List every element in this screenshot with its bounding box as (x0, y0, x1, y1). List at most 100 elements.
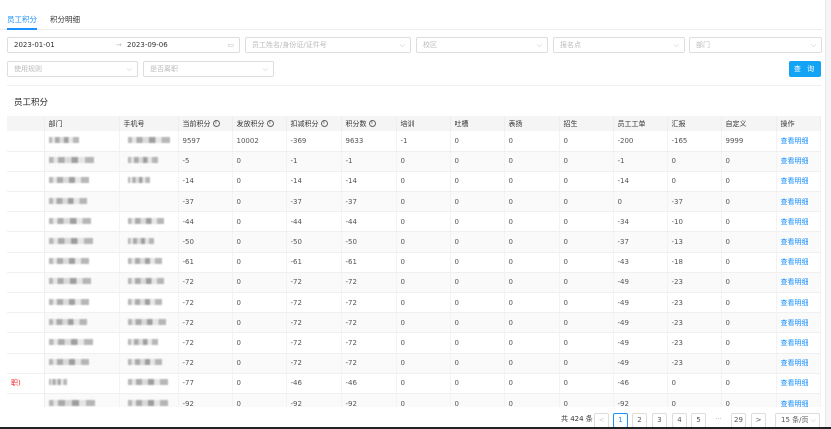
department-select[interactable]: 部门 ⌵ (689, 37, 822, 53)
value-cell: -37 (667, 191, 722, 213)
value-cell: -72 (341, 332, 397, 354)
view-detail-link[interactable]: 查看明细 (780, 338, 809, 347)
redacted-text (48, 399, 95, 406)
phone-cell-redacted (119, 373, 179, 394)
view-detail-link[interactable]: 查看明细 (780, 278, 809, 287)
chevron-down-icon: ⌵ (810, 41, 816, 49)
value-cell: 0 (450, 332, 505, 354)
phone-cell-redacted (119, 171, 179, 193)
table-header: 部门 手机号 当前积分 i 发放积分 i 扣减积分 i 积分数 i 培训 吐槽 表扬 招生 员工工单 汇报 自定… (7, 116, 821, 131)
page-size-select[interactable]: 15 条/页 ⌵ (775, 413, 820, 428)
view-detail-link[interactable]: 查看明细 (780, 399, 809, 407)
info-icon[interactable]: i (320, 120, 328, 127)
value-cell: 0 (450, 252, 505, 273)
value-cell: 0 (667, 393, 722, 407)
department-cell-redacted (44, 131, 120, 152)
page-size-value: 15 条/页 (781, 416, 809, 424)
view-detail-link[interactable]: 查看明细 (780, 136, 809, 145)
info-icon[interactable]: i (368, 120, 376, 127)
page-1[interactable]: 1 (613, 413, 628, 428)
action-cell: 查看明细 (776, 211, 821, 233)
redacted-text (127, 157, 158, 164)
redacted-text (127, 399, 168, 406)
campus-select[interactable]: 校区 ⌵ (416, 37, 548, 53)
view-detail-link[interactable]: 查看明细 (780, 258, 809, 267)
signup-point-select[interactable]: 报名点 ⌵ (553, 37, 685, 53)
value-cell: -5 (178, 151, 233, 172)
value-cell: 0 (721, 252, 777, 273)
view-detail-link[interactable]: 查看明细 (780, 197, 809, 206)
value-cell: 0 (232, 171, 287, 193)
tab-points-detail[interactable]: 积分明细 (50, 15, 80, 24)
phone-cell-redacted (119, 353, 179, 374)
table-row: 职) -77 0 -46 -46 0 0 0 0 -46 0 0 查看明细 (7, 373, 821, 394)
column-header-label: 汇报 (671, 119, 686, 128)
department-cell-redacted (44, 211, 120, 233)
redacted-text (48, 136, 79, 143)
view-detail-link[interactable]: 查看明细 (780, 238, 809, 247)
department-cell-redacted (44, 332, 120, 354)
view-detail-link[interactable]: 查看明细 (780, 379, 809, 388)
value-cell: -50 (341, 231, 397, 253)
prev-page-button[interactable]: < (594, 413, 609, 428)
redacted-text (48, 278, 91, 285)
column-header-label: 员工工单 (617, 119, 646, 128)
value-cell: -23 (667, 272, 722, 294)
redacted-text (127, 258, 162, 265)
value-cell: -369 (286, 131, 342, 152)
row-name-cell (7, 211, 45, 233)
resigned-select[interactable]: 是否离职 ⌵ (143, 61, 274, 77)
value-cell: 0 (232, 231, 287, 253)
page-4[interactable]: 4 (672, 413, 687, 428)
value-cell: -46 (341, 373, 397, 394)
arrow-right-icon: → (116, 41, 122, 49)
page-scrollbar[interactable] (825, 0, 831, 427)
points-table: 部门 手机号 当前积分 i 发放积分 i 扣减积分 i 积分数 i 培训 吐槽 表扬 招生 员工工单 汇报 自定… (7, 116, 821, 407)
value-cell: 0 (450, 312, 505, 334)
value-cell: 0 (504, 312, 560, 334)
chevron-down-icon: ⌵ (810, 416, 817, 424)
column-header: 操作 (776, 116, 821, 131)
value-cell: 0 (721, 272, 777, 294)
view-detail-link[interactable]: 查看明细 (780, 298, 809, 307)
department-cell-redacted (44, 231, 120, 253)
value-cell: 0 (559, 231, 614, 253)
next-page-button[interactable]: > (751, 413, 766, 428)
redacted-text (127, 136, 170, 143)
info-icon[interactable]: i (266, 120, 274, 127)
page-5[interactable]: 5 (691, 413, 706, 428)
value-cell: -72 (178, 272, 233, 294)
employee-select[interactable]: 员工姓名/身份证/证件号 ⌵ (245, 37, 411, 53)
view-detail-link[interactable]: 查看明细 (780, 157, 809, 166)
page-last[interactable]: 29 (731, 413, 746, 428)
value-cell: -72 (286, 312, 342, 334)
column-header: 招生 (559, 116, 614, 131)
value-cell: -14 (613, 171, 668, 193)
date-range-picker[interactable]: 2023-01-01 → 2023-09-06 ▭ (7, 37, 240, 53)
rule-select[interactable]: 使用规则 ⌵ (7, 61, 138, 77)
view-detail-link[interactable]: 查看明细 (780, 318, 809, 327)
value-cell: 0 (232, 252, 287, 273)
value-cell: -23 (667, 332, 722, 354)
value-cell: 0 (396, 171, 451, 193)
value-cell: -49 (613, 332, 668, 354)
view-detail-link[interactable]: 查看明细 (780, 359, 809, 368)
value-cell: 0 (559, 131, 614, 152)
info-icon[interactable]: i (212, 120, 220, 127)
tab-employee-points[interactable]: 员工积分 (7, 15, 37, 30)
chevron-down-icon: ⌵ (262, 65, 268, 73)
query-button[interactable]: 查 询 (789, 61, 821, 77)
redacted-text (48, 217, 91, 224)
row-name-cell (7, 131, 45, 152)
page-2[interactable]: 2 (632, 413, 647, 428)
page-ellipsis[interactable]: ··· (711, 413, 726, 428)
column-header: 表扬 (504, 116, 560, 131)
value-cell: 9633 (341, 131, 397, 152)
page-3[interactable]: 3 (652, 413, 667, 428)
value-cell: 0 (559, 211, 614, 233)
view-detail-link[interactable]: 查看明细 (780, 217, 809, 226)
value-cell: -72 (341, 312, 397, 334)
department-cell-redacted (44, 373, 120, 394)
points-table-container[interactable]: 部门 手机号 当前积分 i 发放积分 i 扣减积分 i 积分数 i 培训 吐槽 表扬 招生 员工工单 汇报 自定… (7, 116, 822, 407)
view-detail-link[interactable]: 查看明细 (780, 177, 809, 186)
